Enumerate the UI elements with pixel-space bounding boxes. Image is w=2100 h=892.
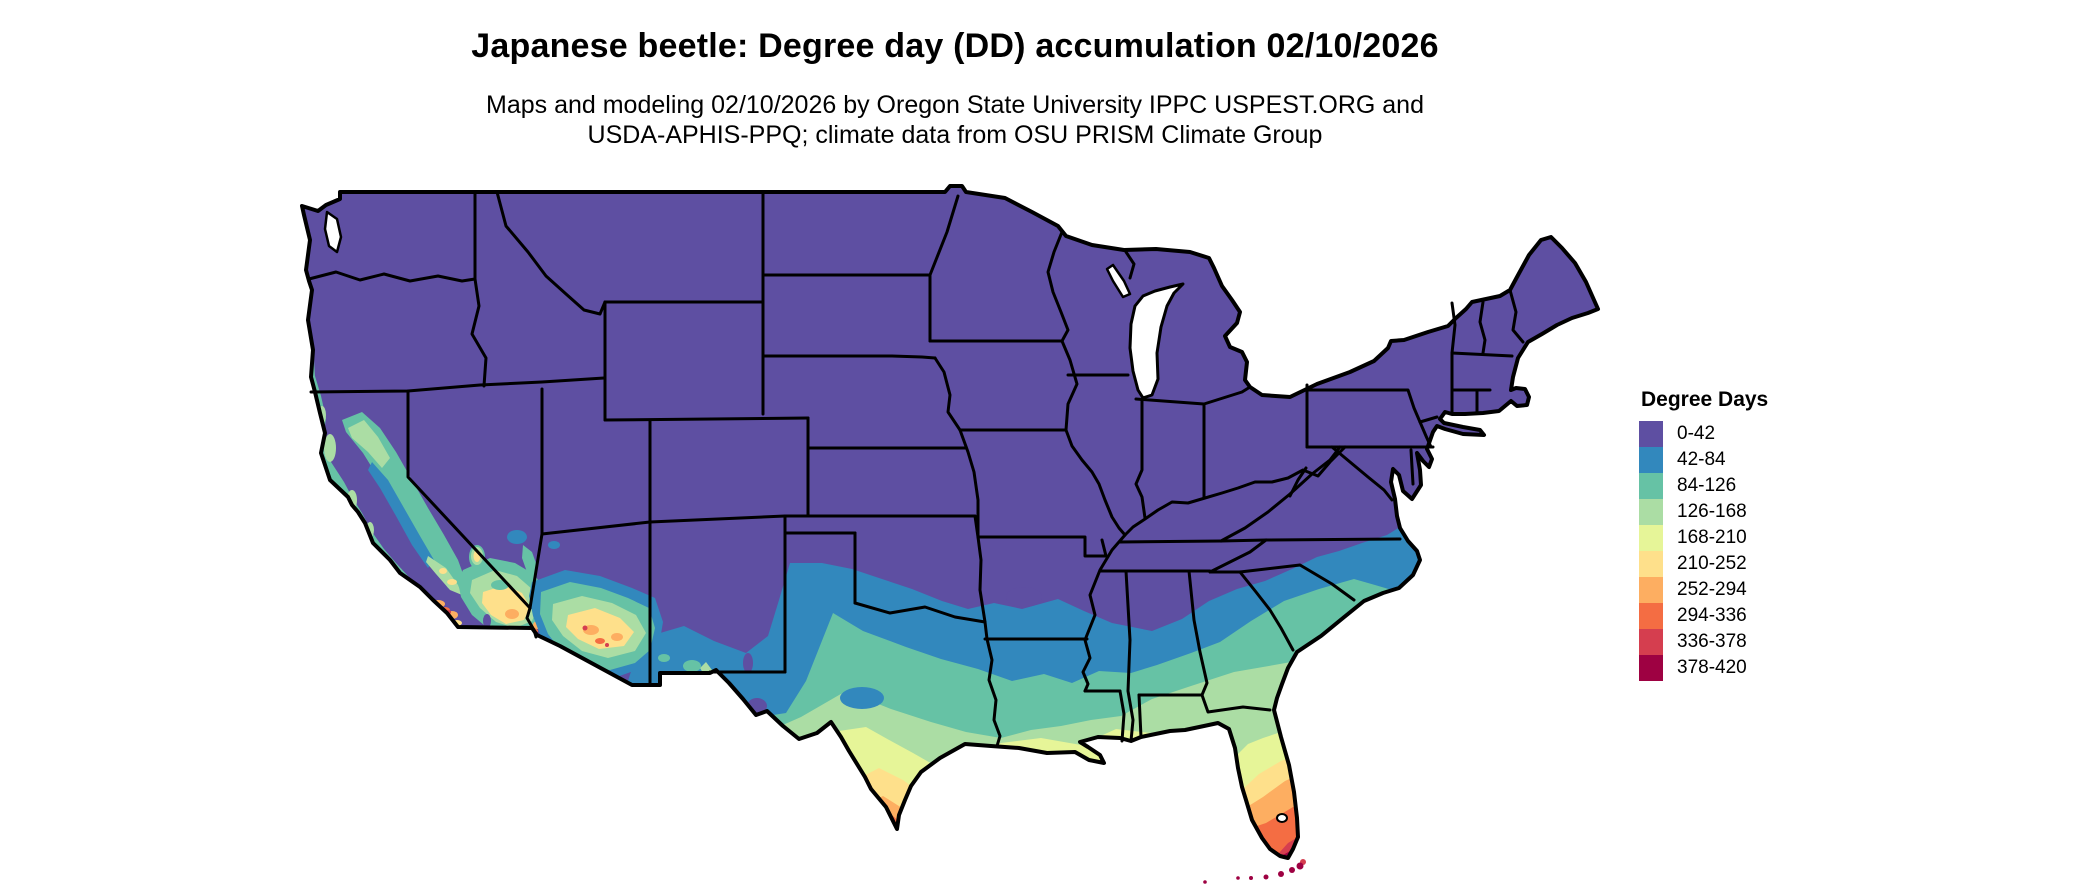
legend-label: 84-126 [1677, 475, 1737, 496]
keys-maroon-dot-4 [1263, 874, 1269, 880]
arizona-orange-2 [611, 633, 623, 641]
central-valley-north-green [348, 420, 390, 468]
conus-outline [300, 184, 1600, 860]
guadalupe-purple [743, 653, 753, 673]
legend-swatch-126-168 [1639, 499, 1663, 525]
page-title: Japanese beetle: Degree day (DD) accumul… [471, 27, 1439, 65]
legend-row: 252-294 [1639, 577, 1768, 603]
legend: Degree Days 0-42 42-84 84-126 126-168 16… [1639, 388, 1768, 681]
legend-row: 84-126 [1639, 473, 1768, 499]
legend-swatch-42-84 [1639, 447, 1663, 473]
band-252-294 [840, 776, 1312, 858]
legend-row: 378-420 [1639, 655, 1768, 681]
legend-title: Degree Days [1641, 388, 1769, 411]
legend-swatch-84-126 [1639, 473, 1663, 499]
legend-label: 168-210 [1677, 527, 1747, 548]
legend-label: 252-294 [1677, 579, 1747, 600]
legend-swatch-210-252 [1639, 551, 1663, 577]
subtitle-line-2: USDA-APHIS-PPQ; climate data from OSU PR… [587, 121, 1323, 149]
nm-teal-spot-2 [714, 690, 730, 700]
colorado-river-teal [522, 545, 537, 578]
legend-row: 42-84 [1639, 447, 1768, 473]
dry-tortugas-dot [1203, 880, 1207, 884]
california-coast-strip [305, 376, 452, 624]
legend-row: 336-378 [1639, 629, 1768, 655]
keys-maroon-dot-3 [1278, 871, 1284, 877]
legend-label: 294-336 [1677, 605, 1747, 626]
coast-green-spot-1 [324, 434, 336, 462]
socal-orange-spot-1 [505, 609, 519, 619]
lake-okeechobee [1276, 813, 1288, 823]
valley-yellow-spot-2 [439, 568, 447, 574]
legend-label: 336-378 [1677, 631, 1747, 652]
legend-label: 0-42 [1677, 423, 1716, 444]
central-valley-south-green [426, 556, 462, 595]
texas-hill-country-blue [840, 687, 884, 709]
keys-maroon-dot-1 [1296, 862, 1304, 870]
florida-keys-dots [1203, 859, 1306, 884]
ozark-purple-highland [1006, 587, 1042, 607]
arizona-red-dot [605, 643, 609, 647]
nm-teal-spot-3 [658, 654, 670, 662]
keys-maroon-dot-5 [1249, 876, 1253, 880]
subtitle-line-1: Maps and modeling 02/10/2026 by Oregon S… [486, 91, 1424, 119]
legend-swatch-336-378 [1639, 629, 1663, 655]
salton-sea-purple [483, 614, 491, 628]
legend-swatch-168-210 [1639, 525, 1663, 551]
legend-row: 294-336 [1639, 603, 1768, 629]
legend-label: 42-84 [1677, 449, 1726, 470]
legend-row: 126-168 [1639, 499, 1768, 525]
legend-row: 210-252 [1639, 551, 1768, 577]
page-subtitle: Maps and modeling 02/10/2026 by Oregon S… [0, 90, 1910, 150]
legend-swatch-378-420 [1639, 655, 1663, 681]
legend-label: 210-252 [1677, 553, 1747, 574]
arizona-deep-orange [595, 638, 605, 644]
state-borders [307, 190, 1525, 748]
legend-row: 0-42 [1639, 421, 1768, 447]
lake-michigan [1128, 282, 1185, 400]
degree-day-raster [302, 186, 1598, 858]
keys-maroon-dot-2 [1289, 867, 1295, 873]
phoenix-red-dot [582, 625, 588, 631]
nm-teal-spot-1 [683, 660, 701, 672]
legend-swatch-0-42 [1639, 421, 1663, 447]
band-294-336 [858, 807, 1308, 858]
valley-yellow-spot-1 [447, 579, 457, 585]
las-vegas-blue [507, 530, 527, 544]
puget-sound [323, 210, 343, 254]
legend-swatch-294-336 [1639, 603, 1663, 629]
band-210-252 [800, 756, 1310, 858]
green-bay [1105, 263, 1132, 299]
legend-label: 378-420 [1677, 657, 1747, 678]
texas-tip-red-spot [904, 828, 912, 834]
central-valley-blue-core [368, 462, 434, 568]
keys-maroon-dot-6 [1236, 876, 1240, 880]
band-0-42-base [302, 186, 1598, 858]
inland-water [323, 210, 1288, 823]
legend-row: 168-210 [1639, 525, 1768, 551]
st-george-blue [548, 541, 560, 549]
legend-label: 126-168 [1677, 501, 1747, 522]
legend-swatch-252-294 [1639, 577, 1663, 603]
